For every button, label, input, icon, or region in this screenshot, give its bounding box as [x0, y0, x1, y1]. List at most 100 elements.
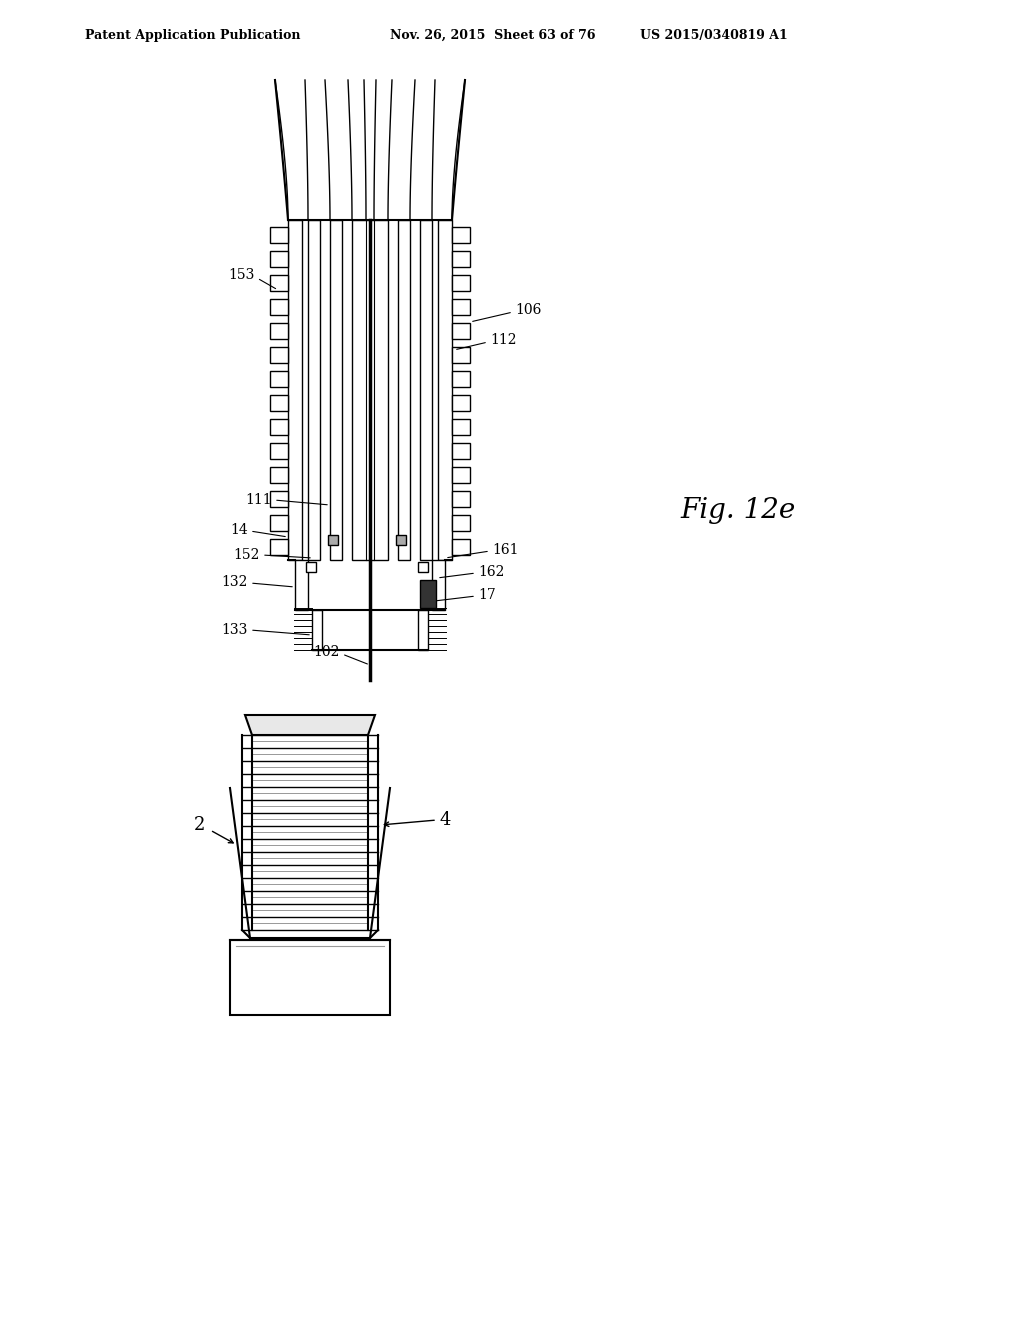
Bar [270, 491, 288, 507]
Bar [452, 323, 470, 339]
Bar [270, 418, 288, 436]
Bar [270, 300, 288, 315]
Bar [452, 323, 470, 339]
Bar [418, 610, 428, 649]
Bar [452, 418, 470, 436]
Bar [452, 300, 470, 315]
Bar [270, 300, 288, 315]
Polygon shape [245, 715, 375, 735]
Text: 106: 106 [515, 304, 542, 317]
Bar [270, 515, 288, 531]
Bar [270, 323, 288, 339]
Text: 14: 14 [230, 523, 248, 537]
Text: 152: 152 [233, 548, 260, 562]
Text: Fig. 12e: Fig. 12e [680, 496, 796, 524]
Bar [418, 562, 428, 572]
Bar [452, 395, 470, 411]
Bar [330, 220, 342, 560]
Bar [452, 347, 470, 363]
Bar [452, 251, 470, 267]
Bar [312, 610, 322, 649]
Bar [352, 220, 388, 560]
Bar [230, 940, 390, 1015]
Bar [270, 539, 288, 554]
Bar [270, 467, 288, 483]
Text: 112: 112 [490, 333, 516, 347]
Bar [270, 444, 288, 459]
Bar [452, 275, 470, 290]
Bar [420, 220, 432, 560]
Bar [270, 371, 288, 387]
Bar [295, 560, 308, 610]
Bar [396, 535, 406, 545]
Bar [270, 444, 288, 459]
Bar [420, 579, 436, 609]
Text: Nov. 26, 2015  Sheet 63 of 76: Nov. 26, 2015 Sheet 63 of 76 [390, 29, 596, 41]
Bar [452, 539, 470, 554]
Bar [452, 491, 470, 507]
Text: 162: 162 [478, 565, 505, 579]
Bar [270, 251, 288, 267]
Bar [270, 347, 288, 363]
Bar [308, 220, 319, 560]
Bar [270, 347, 288, 363]
Bar [438, 220, 452, 560]
Text: 102: 102 [313, 645, 340, 659]
Text: 161: 161 [492, 543, 518, 557]
Text: 2: 2 [194, 816, 205, 834]
Bar [270, 467, 288, 483]
Bar [308, 220, 319, 560]
Bar [270, 539, 288, 554]
Bar [270, 275, 288, 290]
Bar [452, 515, 470, 531]
Bar [288, 220, 302, 560]
Bar [452, 347, 470, 363]
Bar [420, 220, 432, 560]
Bar [398, 220, 410, 560]
Bar [270, 227, 288, 243]
Text: 4: 4 [440, 810, 452, 829]
Bar [288, 220, 302, 560]
Bar [270, 395, 288, 411]
Bar [452, 444, 470, 459]
Bar [270, 275, 288, 290]
Bar [432, 560, 445, 610]
Bar [270, 227, 288, 243]
Text: 17: 17 [478, 587, 496, 602]
Text: 111: 111 [246, 492, 272, 507]
Bar [452, 275, 470, 290]
Bar [452, 515, 470, 531]
Bar [306, 562, 316, 572]
Bar [398, 220, 410, 560]
Bar [306, 562, 316, 572]
Bar [418, 610, 428, 649]
Bar [312, 610, 322, 649]
Bar [452, 539, 470, 554]
Bar [452, 300, 470, 315]
Bar [452, 227, 470, 243]
Bar [352, 220, 388, 560]
Bar [452, 251, 470, 267]
Bar [270, 515, 288, 531]
Bar [452, 467, 470, 483]
Bar [452, 371, 470, 387]
Text: 153: 153 [228, 268, 255, 282]
Bar [432, 560, 445, 610]
Bar [328, 535, 338, 545]
Text: 133: 133 [221, 623, 248, 638]
Bar [270, 395, 288, 411]
Bar [270, 491, 288, 507]
Bar [270, 371, 288, 387]
Bar [330, 220, 342, 560]
Bar [418, 562, 428, 572]
Bar [452, 371, 470, 387]
Text: US 2015/0340819 A1: US 2015/0340819 A1 [640, 29, 787, 41]
Text: 132: 132 [221, 576, 248, 589]
Bar [452, 444, 470, 459]
Bar [438, 220, 452, 560]
Bar [452, 227, 470, 243]
Bar [452, 395, 470, 411]
Bar [270, 323, 288, 339]
Bar [452, 491, 470, 507]
Bar [270, 251, 288, 267]
